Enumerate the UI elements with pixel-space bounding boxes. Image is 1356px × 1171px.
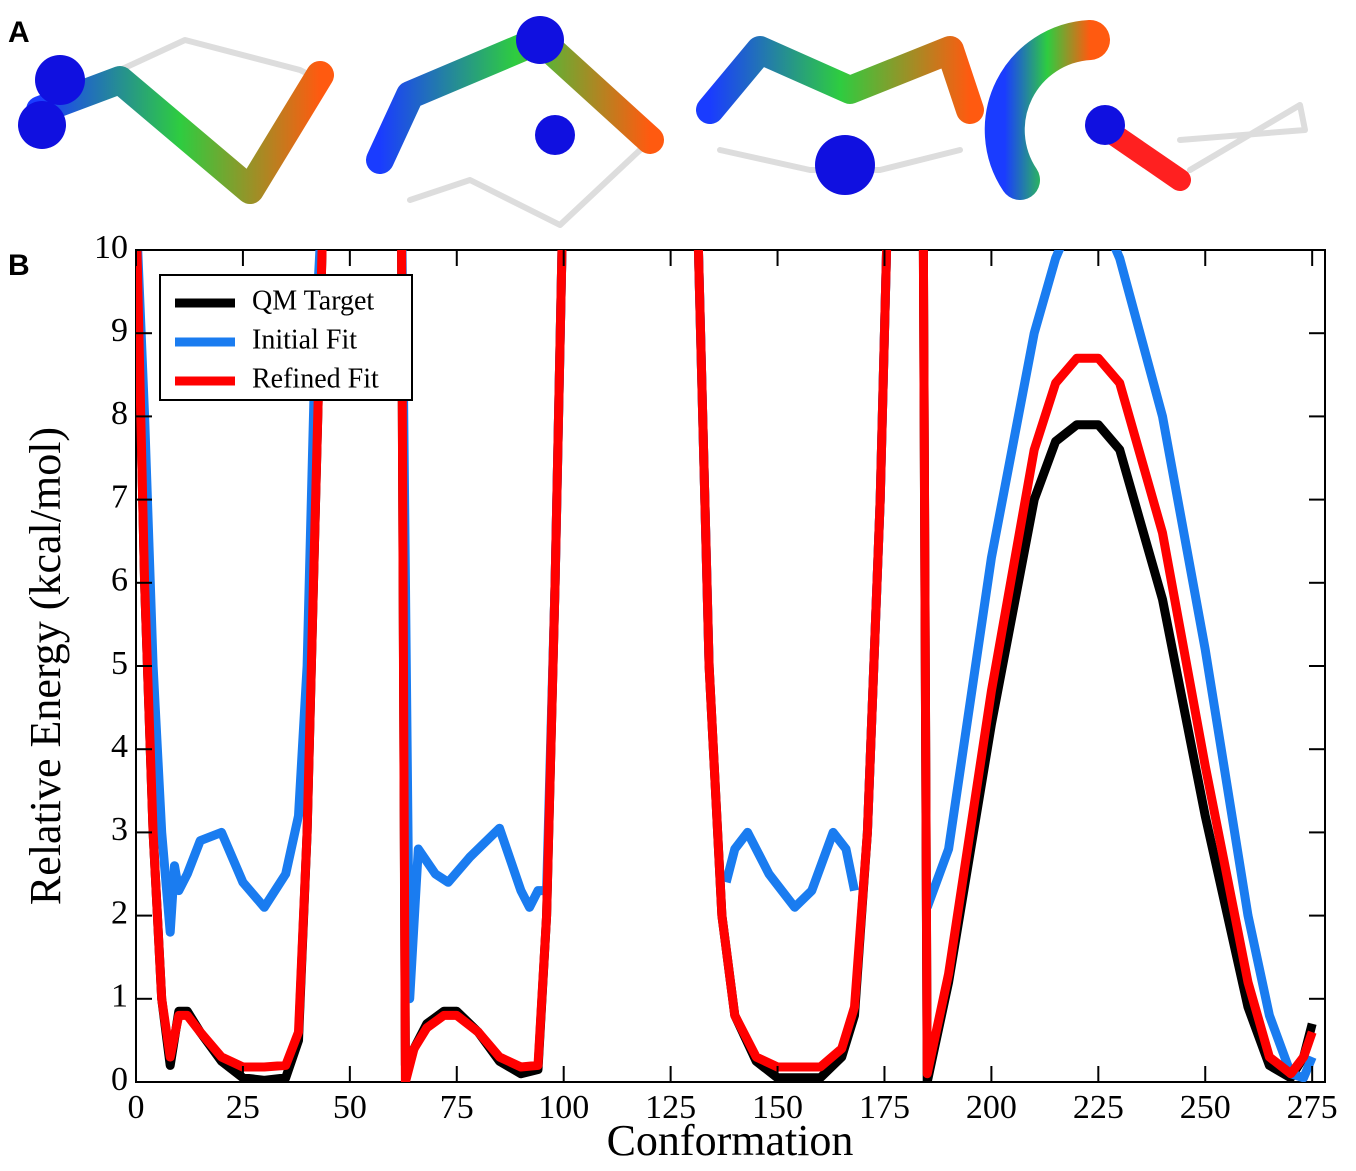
x-tick-label: 100 — [538, 1089, 589, 1126]
x-tick-label: 200 — [966, 1089, 1017, 1126]
legend-label: Initial Fit — [252, 324, 357, 355]
x-tick-label: 75 — [440, 1089, 474, 1126]
y-tick-label: 10 — [94, 229, 128, 266]
series-line — [136, 250, 1317, 1082]
y-tick-label: 8 — [111, 395, 128, 432]
x-tick-label: 50 — [333, 1089, 367, 1126]
legend-label: Refined Fit — [252, 363, 379, 394]
y-axis-title: Relative Energy (kcal/mol) — [21, 427, 70, 905]
x-tick-label: 175 — [859, 1089, 910, 1126]
x-tick-label: 0 — [128, 1089, 145, 1126]
panel-label: B — [8, 249, 30, 282]
x-tick-label: 25 — [226, 1089, 260, 1126]
x-tick-label: 250 — [1180, 1089, 1231, 1126]
legend-label: QM Target — [252, 285, 374, 316]
x-tick-label: 225 — [1073, 1089, 1124, 1126]
y-tick-label: 1 — [111, 978, 128, 1015]
y-tick-label: 5 — [111, 645, 128, 682]
y-tick-label: 3 — [111, 811, 128, 848]
y-tick-label: 2 — [111, 894, 128, 931]
series-line — [136, 250, 1317, 1082]
plot-area — [136, 250, 1317, 1082]
x-axis-title: Conformation — [607, 1116, 854, 1165]
y-tick-label: 9 — [111, 312, 128, 349]
x-tick-label: 125 — [645, 1089, 696, 1126]
y-tick-label: 6 — [111, 562, 128, 599]
series-line — [136, 250, 1317, 1082]
molecule-illustrations — [18, 16, 1308, 228]
y-tick-label: 0 — [111, 1061, 128, 1098]
y-tick-label: 7 — [111, 478, 128, 515]
y-tick-label: 4 — [111, 728, 128, 765]
x-tick-label: 275 — [1287, 1089, 1338, 1126]
panel-label: A — [8, 16, 30, 49]
x-tick-label: 150 — [752, 1089, 803, 1126]
